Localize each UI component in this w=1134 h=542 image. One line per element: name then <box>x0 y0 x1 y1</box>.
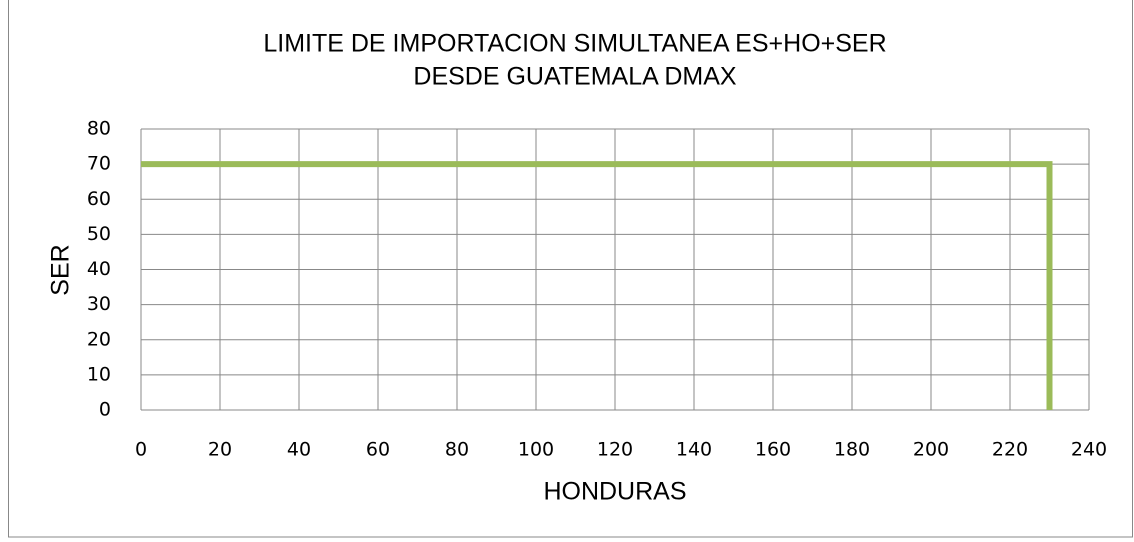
x-tick-label: 220 <box>992 439 1028 461</box>
y-tick-label: 20 <box>87 328 111 350</box>
y-tick-label: 40 <box>87 258 111 280</box>
x-tick-label: 120 <box>597 439 633 461</box>
y-tick-label: 80 <box>87 118 111 140</box>
line-series <box>141 161 1053 410</box>
x-tick-label: 200 <box>913 439 949 461</box>
y-tick-label: 30 <box>87 293 111 315</box>
x-tick-label: 140 <box>676 439 712 461</box>
chart-title: DESDE GUATEMALA DMAX <box>413 63 737 91</box>
x-tick-label: 160 <box>755 439 791 461</box>
y-tick-label: 10 <box>87 363 111 385</box>
x-tick-label: 40 <box>287 439 311 461</box>
chart-frame <box>8 0 1133 538</box>
y-axis-label: SER <box>47 244 75 295</box>
y-tick-label: 50 <box>87 223 111 245</box>
x-tick-label: 20 <box>208 439 232 461</box>
x-axis-label: HONDURAS <box>543 478 686 506</box>
y-tick-label: 60 <box>87 188 111 210</box>
chart-title: LIMITE DE IMPORTACION SIMULTANEA ES+HO+S… <box>263 30 886 58</box>
x-tick-label: 60 <box>366 439 390 461</box>
x-tick-label: 240 <box>1071 439 1107 461</box>
x-tick-label: 100 <box>518 439 554 461</box>
y-tick-label: 0 <box>99 399 111 421</box>
x-tick-label: 180 <box>834 439 870 461</box>
y-tick-label: 70 <box>87 153 111 175</box>
x-tick-label: 80 <box>445 439 469 461</box>
x-tick-label: 0 <box>135 439 147 461</box>
